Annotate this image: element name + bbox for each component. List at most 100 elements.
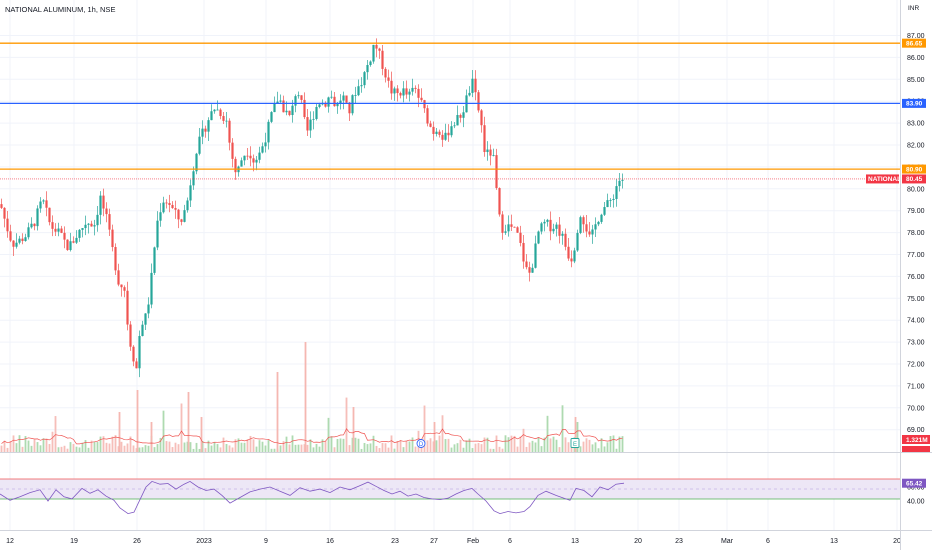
candle-body bbox=[441, 134, 444, 140]
volume-bar bbox=[267, 440, 270, 452]
candle-body bbox=[456, 115, 459, 126]
last-price-tag bbox=[902, 174, 926, 184]
volume-bar bbox=[255, 446, 258, 452]
horizontal-levels[interactable] bbox=[0, 42, 900, 170]
volume-bar bbox=[336, 439, 339, 452]
candle-body bbox=[315, 106, 318, 119]
candle-body bbox=[486, 149, 489, 153]
volume-bar bbox=[18, 435, 21, 452]
candle-body bbox=[450, 126, 453, 136]
volume-bar bbox=[249, 435, 252, 452]
candles-group bbox=[0, 38, 624, 378]
volume-bar bbox=[243, 442, 246, 452]
volume-bar bbox=[114, 435, 117, 452]
dividend-marker[interactable]: D bbox=[416, 439, 426, 449]
symbol-tag bbox=[866, 174, 899, 184]
candle-body bbox=[102, 195, 105, 209]
time-tick-label: 27 bbox=[430, 538, 438, 545]
price-axis[interactable]: 87.0086.0085.0084.0083.0082.0081.0080.00… bbox=[866, 33, 930, 506]
candle-body bbox=[69, 241, 72, 251]
volume-bar bbox=[304, 342, 307, 452]
volume-bar bbox=[9, 441, 12, 452]
candle-body bbox=[588, 231, 591, 235]
volume-bar bbox=[168, 441, 171, 452]
candle-body bbox=[411, 87, 414, 92]
candle-body bbox=[132, 346, 135, 362]
volume-bar bbox=[81, 442, 84, 452]
volume-bar bbox=[375, 445, 378, 452]
volume-bar bbox=[54, 416, 57, 452]
volume-bar bbox=[117, 446, 120, 452]
volume-bar bbox=[183, 442, 186, 452]
volume-bar bbox=[498, 446, 501, 452]
candle-body bbox=[156, 220, 159, 248]
volume-bar bbox=[294, 444, 297, 452]
price-tick-label: 79.00 bbox=[907, 208, 925, 215]
volume-bar bbox=[33, 439, 36, 452]
candle-body bbox=[357, 86, 360, 96]
volume-bar bbox=[609, 436, 612, 452]
earnings-marker[interactable]: E bbox=[570, 438, 580, 449]
candle-body bbox=[48, 207, 51, 223]
candle-body bbox=[267, 121, 270, 143]
volume-bar bbox=[534, 442, 537, 452]
time-tick-label: Feb bbox=[467, 538, 479, 545]
volume-bar bbox=[471, 448, 474, 452]
volume-bar bbox=[162, 410, 165, 452]
volume-bar bbox=[282, 441, 285, 452]
candle-body bbox=[414, 87, 417, 89]
candle-body bbox=[567, 246, 570, 259]
candle-body bbox=[504, 231, 507, 233]
volume-bar bbox=[606, 442, 609, 452]
currency-label: INR bbox=[908, 5, 920, 12]
candle-body bbox=[264, 142, 267, 147]
volume-bar bbox=[321, 439, 324, 452]
candle-body bbox=[318, 104, 321, 107]
candle-body bbox=[24, 237, 27, 242]
candle-body bbox=[93, 225, 96, 227]
volume-bar bbox=[309, 439, 312, 452]
grid-lines bbox=[0, 0, 900, 530]
volume-bar bbox=[99, 436, 102, 452]
candle-body bbox=[327, 97, 330, 107]
price-tick-label: 75.00 bbox=[907, 296, 925, 303]
volume-bar bbox=[435, 440, 438, 452]
candle-body bbox=[63, 232, 66, 240]
candle-body bbox=[42, 200, 45, 202]
candle-body bbox=[435, 131, 438, 134]
candle-body bbox=[84, 224, 87, 229]
candle-body bbox=[591, 229, 594, 235]
volume-bar bbox=[576, 422, 579, 452]
time-tick-label: 6 bbox=[508, 538, 512, 545]
candle-body bbox=[342, 95, 345, 101]
volume-bar bbox=[300, 444, 303, 452]
volume-bar bbox=[288, 444, 291, 452]
volume-bar bbox=[549, 438, 552, 452]
volume-ma-tag bbox=[902, 446, 930, 452]
volume-bar bbox=[144, 445, 147, 452]
candle-body bbox=[570, 258, 573, 262]
volume-bar bbox=[552, 436, 555, 452]
volume-bar bbox=[585, 438, 588, 452]
volume-bar bbox=[433, 422, 436, 452]
candle-body bbox=[111, 229, 114, 248]
volume-bar bbox=[360, 448, 363, 452]
volume-bar bbox=[468, 438, 471, 452]
volume-bar bbox=[24, 436, 27, 452]
volume-bar bbox=[405, 441, 408, 452]
candle-body bbox=[576, 232, 579, 251]
candle-body bbox=[159, 212, 162, 221]
candle-body bbox=[147, 304, 150, 314]
candle-body bbox=[381, 50, 384, 69]
candle-body bbox=[417, 88, 420, 98]
volume-tag bbox=[902, 435, 930, 444]
volume-bar bbox=[558, 447, 561, 452]
dividend-marker-label: D bbox=[419, 442, 424, 448]
candle-body bbox=[534, 243, 537, 268]
volume-bar bbox=[72, 444, 75, 452]
volume-bar bbox=[441, 415, 444, 452]
volume-bar bbox=[357, 438, 360, 452]
time-axis[interactable]: 12 19 26 2023 9 16 23 27 Feb 6 13 20 23 Mar 6 13 20 bbox=[6, 538, 901, 545]
candle-body bbox=[171, 204, 174, 209]
